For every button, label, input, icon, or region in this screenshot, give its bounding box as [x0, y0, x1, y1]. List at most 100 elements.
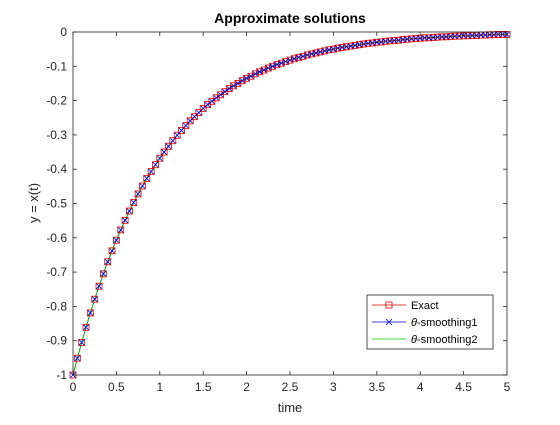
data-point-exact	[247, 72, 255, 80]
data-point-smoothing1	[261, 67, 267, 73]
x-tick-label: 3	[330, 380, 337, 394]
x-tick-label: 5	[504, 380, 511, 394]
data-point-smoothing1	[122, 217, 128, 224]
y-tick-label: -0.6	[46, 231, 67, 245]
data-point-exact	[399, 36, 407, 43]
data-point-exact	[468, 32, 476, 39]
data-point-exact	[356, 41, 363, 49]
data-point-smoothing1	[374, 39, 380, 46]
data-point-exact	[421, 34, 428, 42]
y-tick-label: -0.8	[46, 299, 67, 313]
data-point-smoothing1	[478, 32, 484, 38]
data-point-exact	[208, 97, 216, 105]
data-point-smoothing1	[378, 39, 384, 45]
data-point-smoothing1	[491, 31, 497, 38]
data-point-smoothing1	[226, 85, 233, 92]
data-point-smoothing1	[196, 109, 202, 116]
x-tick-label: 3.5	[368, 380, 385, 394]
series-layer	[69, 31, 511, 379]
data-point-exact	[351, 41, 359, 49]
legend-label: θ-smoothing1	[411, 317, 478, 329]
data-point-smoothing1	[222, 88, 228, 95]
data-point-smoothing1	[347, 43, 354, 49]
data-point-exact	[408, 35, 415, 43]
data-point-exact	[178, 127, 185, 134]
data-point-smoothing1	[413, 35, 419, 42]
data-point-smoothing1	[395, 37, 402, 44]
data-point-exact	[186, 117, 194, 125]
data-point-smoothing1	[404, 36, 410, 42]
data-point-smoothing1	[456, 33, 463, 39]
data-point-smoothing1	[200, 105, 206, 112]
data-point-smoothing1	[265, 65, 272, 71]
data-point-smoothing1	[443, 34, 450, 40]
x-tick-label: 1.5	[195, 380, 212, 394]
data-point-exact	[152, 161, 159, 169]
data-point-smoothing1	[178, 127, 185, 134]
data-point-exact	[160, 148, 168, 156]
data-point-smoothing1	[430, 34, 437, 41]
data-point-smoothing1	[143, 175, 150, 182]
y-tick-label: -0.7	[46, 265, 67, 279]
data-point-smoothing1	[287, 57, 293, 63]
data-point-exact	[442, 33, 450, 41]
data-point-exact	[204, 101, 211, 109]
data-point-smoothing1	[382, 38, 389, 45]
data-point-exact	[455, 32, 463, 40]
data-point-smoothing1	[191, 113, 198, 120]
data-point-smoothing1	[135, 191, 141, 197]
data-point-exact	[238, 77, 246, 85]
data-point-exact	[126, 207, 133, 215]
data-point-exact	[95, 282, 103, 290]
y-tick-label: -1	[56, 368, 67, 382]
data-point-smoothing1	[308, 51, 315, 57]
data-point-exact	[99, 270, 107, 278]
legend-marker-x	[385, 318, 393, 326]
data-point-exact	[191, 113, 198, 121]
data-point-smoothing1	[209, 98, 215, 105]
data-point-exact	[130, 199, 138, 206]
data-point-exact	[412, 35, 420, 42]
data-point-smoothing1	[187, 118, 193, 124]
data-point-smoothing1	[130, 199, 137, 206]
data-point-exact	[438, 33, 446, 41]
data-point-smoothing1	[452, 33, 458, 39]
data-point-exact	[360, 40, 368, 48]
legend-label: θ-smoothing2	[411, 334, 478, 346]
data-point-exact	[382, 37, 389, 45]
data-point-exact	[434, 33, 441, 41]
data-point-exact	[390, 37, 398, 44]
data-point-exact	[425, 34, 433, 42]
data-point-exact	[473, 32, 481, 39]
data-point-smoothing1	[369, 40, 376, 46]
y-tick-label: -0.4	[46, 162, 67, 176]
data-point-smoothing1	[239, 77, 246, 84]
data-point-smoothing1	[174, 132, 180, 139]
data-point-smoothing1	[235, 80, 241, 87]
data-point-smoothing1	[313, 50, 319, 56]
data-point-smoothing1	[152, 161, 159, 168]
data-point-smoothing1	[417, 35, 423, 41]
data-point-exact	[369, 39, 376, 47]
data-point-exact	[499, 31, 507, 38]
y-tick-label: -0.1	[46, 59, 67, 73]
data-point-exact	[108, 247, 116, 255]
data-point-smoothing1	[87, 310, 94, 316]
data-point-exact	[117, 226, 125, 234]
data-point-exact	[182, 122, 190, 130]
data-point-smoothing1	[330, 46, 337, 52]
x-tick-label: 1	[156, 380, 163, 394]
data-point-smoothing1	[256, 69, 263, 75]
y-tick-label: -0.2	[46, 94, 67, 108]
x-tick-label: 2.5	[282, 380, 299, 394]
data-point-smoothing1	[439, 34, 445, 40]
data-point-exact	[139, 182, 146, 190]
data-point-exact	[121, 216, 129, 224]
data-point-exact	[377, 38, 385, 46]
legend: Exact θ-smoothing1 θ-smoothing2	[366, 294, 494, 350]
x-tick-label: 4	[417, 380, 424, 394]
data-point-exact	[447, 33, 454, 40]
data-point-smoothing1	[83, 324, 89, 331]
data-point-exact	[199, 105, 207, 112]
